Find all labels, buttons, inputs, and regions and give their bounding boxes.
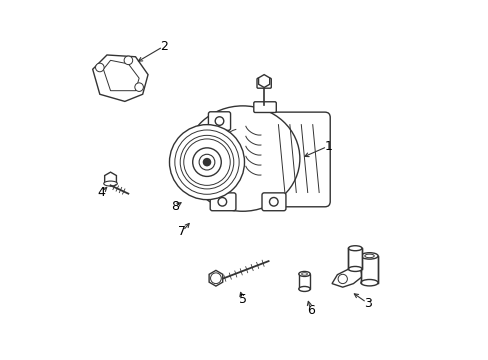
FancyBboxPatch shape — [208, 112, 230, 130]
Circle shape — [124, 56, 132, 64]
Circle shape — [169, 125, 244, 200]
Circle shape — [215, 117, 224, 125]
Circle shape — [218, 198, 226, 206]
Circle shape — [135, 83, 143, 91]
Text: 5: 5 — [238, 293, 246, 306]
FancyBboxPatch shape — [257, 112, 329, 207]
Circle shape — [192, 148, 221, 176]
Ellipse shape — [348, 246, 361, 251]
Ellipse shape — [103, 181, 117, 186]
Circle shape — [199, 154, 214, 170]
Circle shape — [210, 273, 221, 284]
FancyBboxPatch shape — [253, 102, 276, 112]
Polygon shape — [103, 60, 139, 91]
Ellipse shape — [364, 254, 373, 258]
Bar — [298, 274, 309, 289]
Text: 4: 4 — [98, 186, 105, 199]
Ellipse shape — [298, 287, 309, 292]
Text: 1: 1 — [324, 140, 332, 153]
FancyBboxPatch shape — [257, 78, 271, 88]
Text: 7: 7 — [178, 225, 185, 238]
FancyBboxPatch shape — [210, 193, 235, 211]
Ellipse shape — [301, 273, 307, 275]
Ellipse shape — [360, 253, 377, 259]
Bar — [348, 248, 361, 269]
Circle shape — [95, 63, 104, 72]
Circle shape — [337, 274, 346, 284]
Ellipse shape — [185, 106, 299, 211]
Text: 8: 8 — [170, 200, 179, 213]
Polygon shape — [331, 269, 362, 287]
Bar — [360, 256, 377, 283]
Ellipse shape — [360, 279, 377, 286]
Circle shape — [269, 198, 278, 206]
Ellipse shape — [298, 271, 309, 276]
Polygon shape — [93, 55, 148, 102]
Text: 6: 6 — [306, 304, 314, 317]
Ellipse shape — [348, 266, 361, 271]
Circle shape — [203, 158, 210, 166]
FancyBboxPatch shape — [262, 193, 285, 211]
Text: 2: 2 — [160, 40, 168, 53]
Text: 3: 3 — [363, 297, 371, 310]
